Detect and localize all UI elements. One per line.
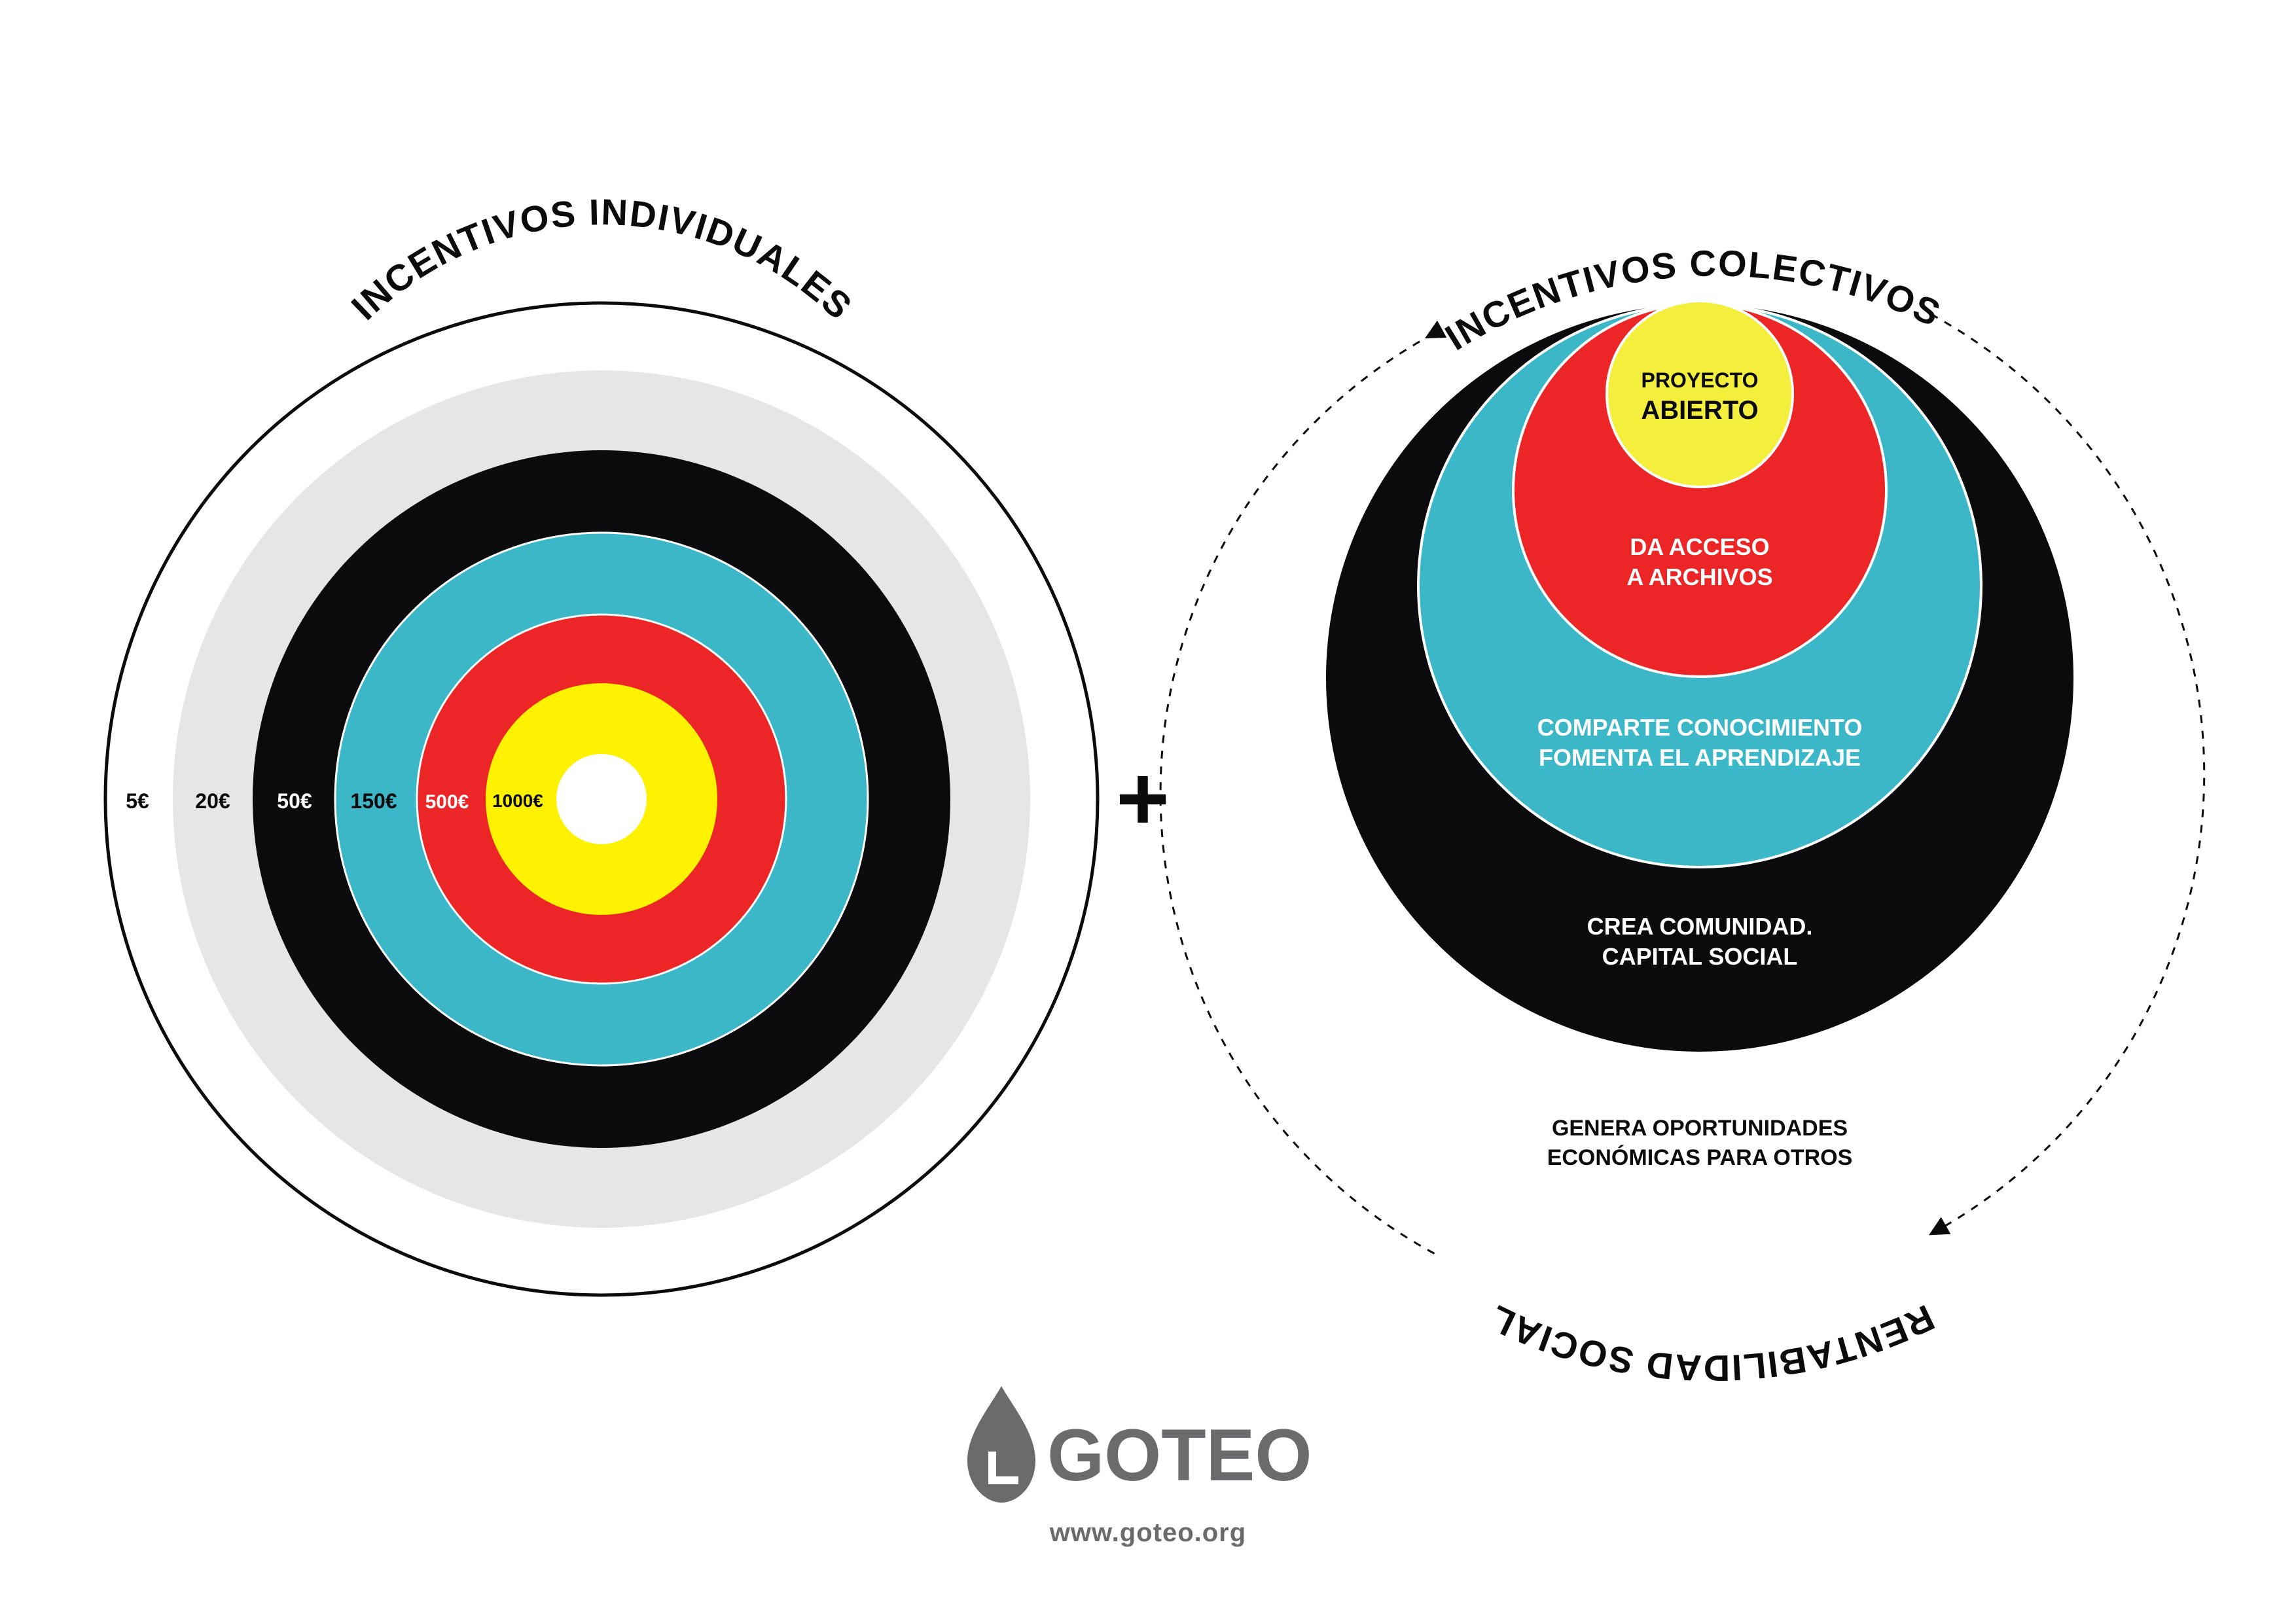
- ring-label-150: 150€: [350, 789, 397, 813]
- collective-circles: PROYECTO ABIERTO DA ACCESO A ARCHIVOS CO…: [1326, 300, 2073, 1052]
- drop-icon: [967, 1386, 1035, 1503]
- social-return-text: RENTABILIDAD SOCIAL: [1482, 1297, 1941, 1389]
- community-line1: CREA COMUNIDAD.: [1587, 913, 1813, 940]
- ring-label-500: 500€: [425, 791, 469, 813]
- collective-cycle: [1159, 313, 2206, 1258]
- target-center: [556, 754, 647, 844]
- open-project-line1: PROYECTO: [1641, 368, 1759, 392]
- cycle-arrow-right: [1928, 313, 2206, 1236]
- ring-label-5: 5€: [126, 789, 149, 813]
- ring-label-50: 50€: [277, 789, 312, 813]
- open-project-line2: ABIERTO: [1641, 396, 1758, 425]
- ring-label-20: 20€: [195, 789, 230, 813]
- opportunities-line1: GENERA OPORTUNIDADES: [1552, 1116, 1848, 1141]
- circle-open-project: [1605, 300, 1794, 488]
- individual-target: 5€ 20€ 50€ 150€ 500€ 1000€: [103, 301, 1100, 1297]
- knowledge-line1: COMPARTE CONOCIMIENTO: [1537, 714, 1863, 741]
- cycle-arrow-left: [1159, 320, 1447, 1258]
- knowledge-line2: FOMENTA EL APRENDIZAJE: [1539, 744, 1861, 771]
- opportunities-line2: ECONÓMICAS PARA OTROS: [1547, 1145, 1853, 1170]
- access-line1: DA ACCESO: [1630, 533, 1769, 560]
- social-return-group: RENTABILIDAD SOCIAL: [1482, 1297, 1941, 1389]
- brand-url[interactable]: www.goteo.org: [1049, 1518, 1247, 1547]
- ring-label-1000: 1000€: [492, 791, 543, 811]
- access-line2: A ARCHIVOS: [1626, 563, 1772, 590]
- brand-logo: GOTEO: [967, 1386, 1312, 1503]
- social-return-title: RENTABILIDAD SOCIAL: [1482, 1297, 1941, 1389]
- brand-name: GOTEO: [1047, 1414, 1312, 1496]
- community-line2: CAPITAL SOCIAL: [1602, 943, 1798, 970]
